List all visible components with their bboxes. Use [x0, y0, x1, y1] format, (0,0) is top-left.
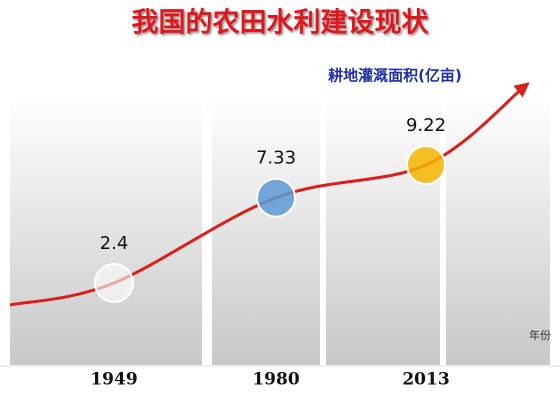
value-label: 9.22 [406, 115, 446, 136]
value-label: 7.33 [256, 148, 296, 169]
data-point [406, 144, 446, 185]
background-panels [10, 95, 550, 365]
value-label: 2.4 [100, 233, 129, 254]
x-tick-label: 1949 [90, 370, 137, 390]
x-tick-label: 1980 [252, 370, 299, 390]
x-axis-label: 年份 [529, 328, 551, 342]
data-point [256, 177, 296, 218]
data-point [94, 262, 134, 303]
x-tick-label: 2013 [402, 370, 449, 390]
series-label: 耕地灌溉面积(亿亩) [328, 67, 462, 85]
chart-title: 我国的农田水利建设现状 [132, 7, 430, 39]
